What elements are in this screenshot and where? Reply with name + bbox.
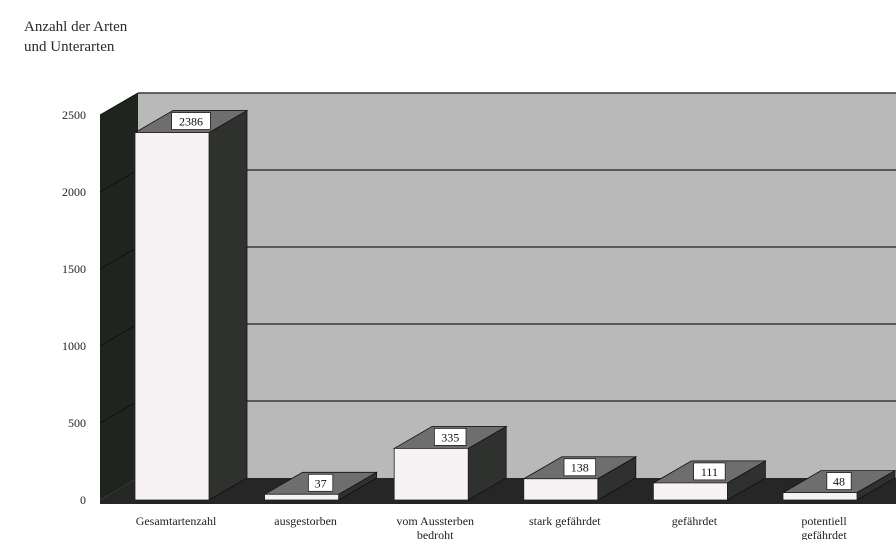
data-label-box	[307, 473, 334, 492]
x-tick-label: vom Aussterben bedroht	[396, 514, 474, 540]
bar-group: 37	[263, 471, 379, 501]
data-label: 2386	[179, 115, 203, 129]
bar-side	[208, 109, 248, 501]
gridline-side	[99, 246, 139, 270]
bar-group: 2386	[133, 109, 249, 501]
bar-group: 48	[781, 469, 896, 501]
data-label: 37	[315, 476, 327, 490]
chart-left-wall	[100, 93, 138, 500]
y-axis-title-line-2: und Unterarten	[24, 39, 115, 55]
bar-group: 138	[522, 456, 638, 501]
data-label-box	[693, 462, 726, 481]
x-tick-label: gefährdet	[672, 514, 718, 528]
y-tick-label: 500	[68, 416, 86, 430]
x-tick-label: stark gefährdet	[529, 514, 601, 528]
y-tick-label: 2000	[62, 185, 86, 199]
gridline-side	[99, 400, 139, 424]
bar	[523, 478, 599, 501]
bar-group: 111	[651, 460, 767, 501]
y-tick-label: 1000	[62, 339, 86, 353]
data-label: 335	[441, 430, 459, 444]
bar	[393, 448, 469, 501]
y-tick-label: 2500	[62, 108, 86, 122]
gridline-side	[99, 92, 139, 116]
x-tick-label: Gesamtartenzahl	[136, 514, 217, 528]
y-tick-label: 0	[80, 493, 86, 507]
y-axis-title: Anzahl der Arten und Unterarten	[24, 17, 127, 57]
data-label: 48	[833, 475, 845, 489]
y-axis-title-line-1: Anzahl der Arten	[24, 19, 128, 35]
y-tick-label: 1500	[62, 262, 86, 276]
bar-group: 335	[392, 425, 508, 501]
bar	[653, 482, 728, 501]
data-label: 138	[571, 461, 589, 475]
bar	[264, 493, 340, 501]
gridline-side	[99, 323, 139, 347]
data-label-box	[433, 428, 467, 446]
chart-back-wall	[138, 93, 896, 478]
bar	[782, 492, 858, 501]
bar	[134, 132, 210, 501]
x-tick-label: ausgestorben	[274, 514, 337, 528]
x-tick-label: potentiell gefährdet	[801, 514, 847, 540]
data-label-box	[171, 112, 211, 130]
data-label: 111	[701, 465, 718, 479]
data-label-box	[826, 472, 852, 491]
data-label-box	[563, 458, 597, 477]
gridline-side	[99, 169, 139, 193]
